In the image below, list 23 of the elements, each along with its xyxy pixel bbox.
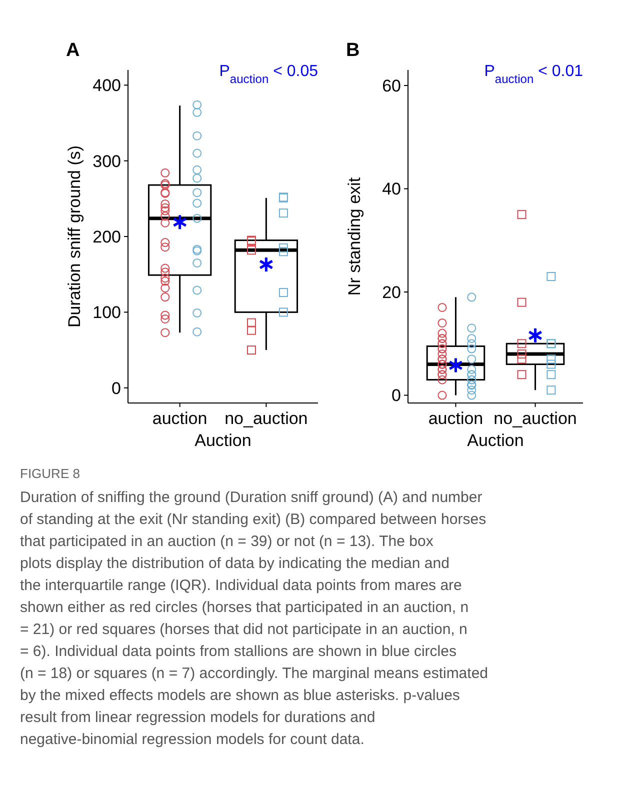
y-tick-label: 0 [112, 378, 121, 398]
x-tick-label: no_auction [494, 409, 577, 428]
annotation: P$_{auction}$ < 0.01 [484, 63, 584, 86]
x-tick-label: auction [152, 409, 208, 428]
x-tick-label: no_auction [224, 409, 308, 428]
y-axis-title: Duration sniff ground (s) [65, 145, 84, 328]
chart-title: B [346, 40, 360, 61]
y-tick-label: 100 [92, 303, 121, 322]
y-tick-label: 300 [92, 152, 121, 171]
y-tick-label: 400 [92, 76, 121, 96]
y-tick-label: 0 [392, 386, 401, 406]
y-axis-title: Nr standing exit [345, 177, 364, 296]
x-axis-title: Auction [194, 431, 252, 450]
text: Duration of sniffing the ground (Duration sniff ground) (A) and number of standing at the exit (Nr standing exit) (B) compared between horses that participated in an auction (n = 39) or not (n = 13). The box plots display the distribution of data by indicating the median and the interquartile range (IQR). Individual data points from mares are shown either as red circles (horses that participated in an auction, n = 21) or red squares (horses that did not participate in an auction, n = 6). Individual data points from stallions are shown in blue circles (n = 18) or squares (n = 7) accordingly. The marginal means estimated by the mixed effects models are shown as blue asterisks. p-values result from linear regression models for durations and negative-binomial regression models for count data. [20, 489, 488, 748]
x-tick-label: auction [428, 409, 484, 428]
y-tick-label: 60 [382, 76, 401, 96]
caption: FIGURE 8 [20, 466, 80, 481]
annotation: P$_{auction}$ < 0.05 [219, 63, 318, 86]
y-tick-label: 20 [382, 282, 401, 302]
x-axis-title: Auction [467, 431, 524, 450]
y-tick-label: 40 [382, 180, 401, 199]
y-tick-label: 200 [92, 227, 121, 246]
chart-title: A [66, 40, 80, 61]
